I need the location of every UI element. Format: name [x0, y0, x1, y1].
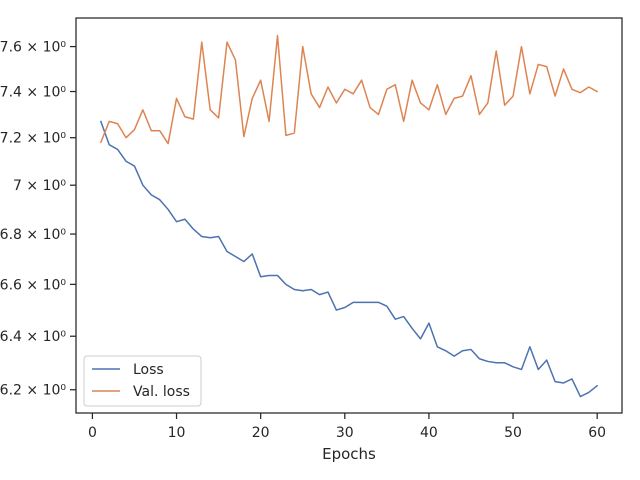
legend-label-val-loss: Val. loss: [133, 384, 190, 400]
y-tick-label: 6.6 × 10⁰: [0, 277, 66, 293]
x-axis-label: Epochs: [322, 445, 376, 463]
series-line-loss: [100, 120, 598, 398]
plot-frame: [75, 17, 623, 414]
y-tick-label: 7.6 × 10⁰: [0, 40, 66, 56]
x-tick-label: 30: [336, 425, 354, 441]
y-tick-label: 6.2 × 10⁰: [0, 383, 66, 399]
y-axis: 6.2 × 10⁰ 6.4 × 10⁰ 6.6 × 10⁰ 6.8 × 10⁰ 7 × …: [0, 40, 76, 399]
legend-label-loss: Loss: [133, 362, 164, 378]
series-layer: [100, 34, 598, 398]
x-tick-label: 50: [504, 425, 522, 441]
x-axis: 0 10 20 30 40 50 60: [88, 413, 606, 441]
x-tick-label: 0: [88, 425, 97, 441]
y-tick-label: 6.4 × 10⁰: [0, 329, 66, 345]
legend: Loss Val. loss: [83, 355, 202, 407]
y-tick-label: 7 × 10⁰: [13, 178, 66, 194]
y-tick-label: 7.2 × 10⁰: [0, 131, 66, 147]
x-tick-label: 20: [252, 425, 270, 441]
x-tick-label: 10: [168, 425, 186, 441]
series-line-val-loss: [100, 34, 598, 145]
y-tick-label: 6.8 × 10⁰: [0, 227, 66, 243]
x-tick-label: 40: [420, 425, 438, 441]
y-tick-label: 7.4 × 10⁰: [0, 85, 66, 101]
x-tick-label: 60: [588, 425, 606, 441]
